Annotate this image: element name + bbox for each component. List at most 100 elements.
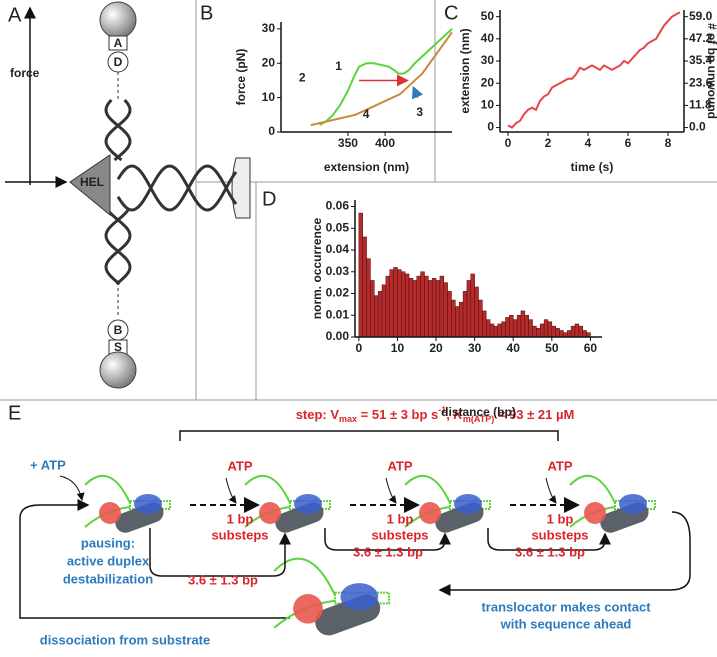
dna-strand [116,164,238,212]
substep: 1 bp [227,511,254,526]
blue-domain [619,494,647,514]
blue-domain [134,494,162,514]
bar [516,315,522,338]
atp-arrow [225,477,237,504]
dna-strand [104,209,132,286]
bar [559,330,564,338]
bar [536,328,541,338]
bar [447,291,452,338]
bar [443,282,448,338]
bead-tag: B [114,323,123,337]
bar [578,325,583,338]
bar [551,325,556,338]
y2-axis-label: # of bp unwound [705,23,717,119]
bar [528,319,533,338]
bar [489,323,495,338]
x-tick-label: 6 [625,136,632,150]
y-tick-label: 0.02 [326,286,350,300]
x-tick-label: 50 [545,341,559,355]
panel-label: C [444,2,458,24]
y-tick-label: 10 [481,98,495,112]
bar [470,273,475,338]
y2-tick-label: 47.2 [689,31,713,45]
series-line [310,31,453,127]
series-line [412,85,424,100]
step-size: 3.6 ± 1.3 bp [353,544,423,559]
translocator: translocator makes contact [481,599,651,614]
bar [428,280,433,338]
bar [362,236,367,338]
series-label: 4 [363,107,370,121]
series-label: 2 [299,71,306,85]
y-axis-label: norm. occurrence [310,217,324,319]
y2-tick-label: 35.4 [689,53,713,67]
bar [389,269,394,338]
series-label: 3 [416,105,423,119]
x-axis-label: time (s) [571,160,614,174]
atp: ATP [227,458,252,473]
bar [567,330,572,338]
dna-strand [104,98,132,162]
bar [570,325,576,338]
bar [435,280,441,338]
ssdna [273,557,336,596]
bar [412,280,417,338]
x-axis-label: extension (nm) [324,160,409,174]
red-domain [99,502,121,524]
step-rates: step: Vmax = 51 ± 3 bp s-1, Km(ATP) = 93… [296,405,575,424]
ssdna [84,474,131,504]
dna-strand [104,98,132,162]
x-tick-label: 350 [338,136,358,150]
bar [416,275,421,338]
bar [493,325,499,338]
bar [520,310,526,338]
bar [509,315,514,338]
ssdna [404,474,451,504]
bar [485,319,491,338]
x-tick-label: 30 [468,341,482,355]
series-line [319,28,453,126]
bar [424,275,429,338]
bar [366,258,371,338]
bar [420,271,425,338]
bead-tag: A [114,36,123,50]
bar [397,269,402,338]
y-tick-label: 0 [268,124,275,138]
bar [540,323,545,338]
y-tick-label: 0.04 [326,242,350,256]
y-tick-label: 30 [481,53,495,67]
x-tick-label: 40 [507,341,521,355]
x-tick-label: 0 [356,341,363,355]
atp-arrow [545,477,557,504]
x-tick-label: 8 [665,136,672,150]
step-size: 3.6 ± 1.3 bp [515,544,585,559]
dissociation: dissociation from substrate [40,632,210,647]
y-tick-label: 20 [481,75,495,89]
bar [532,325,537,338]
bar [524,315,529,338]
dna-strand [104,209,132,286]
y2-tick-label: 11.8 [689,98,712,112]
x-tick-label: 4 [585,136,592,150]
y-tick-label: 0.06 [326,199,350,213]
blue-domain [454,494,482,514]
x-tick-label: 20 [429,341,443,355]
bar [370,280,375,338]
y-tick-label: 0.03 [326,264,350,278]
pausing: destabilization [63,571,153,586]
substep: substeps [211,527,268,542]
bar [582,330,587,338]
y-axis-label: extension (nm) [458,28,472,113]
helicase-label: HEL [80,175,104,189]
force-label: force [10,66,40,80]
bar [381,284,387,338]
atp: ATP [387,458,412,473]
bar [482,310,487,338]
panel-a: A force A D B S HEL [5,1,251,389]
bar [431,278,437,338]
bar [455,306,460,338]
atp: ATP [547,458,572,473]
bar [439,275,445,338]
bar [462,291,468,338]
substep: 1 bp [387,511,414,526]
